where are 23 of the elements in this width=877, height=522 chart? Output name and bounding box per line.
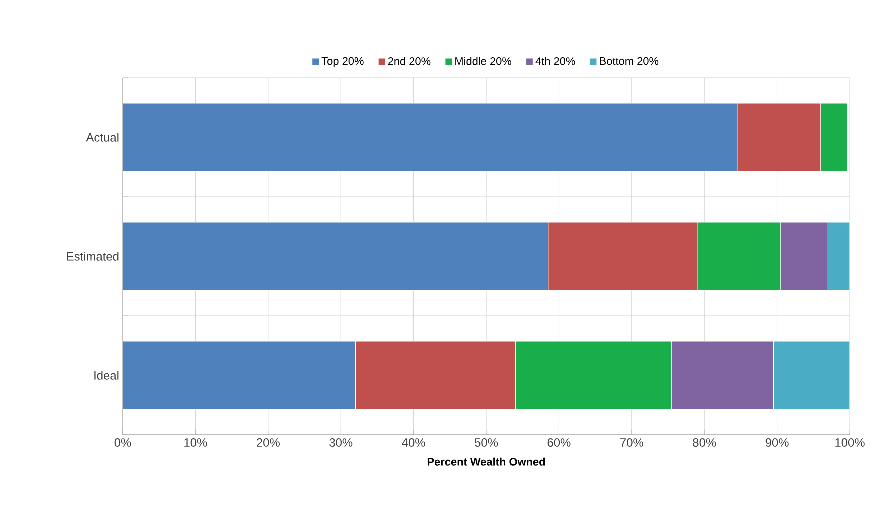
x-tick-label: 60%	[548, 438, 571, 447]
legend-label: Middle 20%	[456, 57, 512, 66]
x-tick-label: 0%	[114, 438, 132, 447]
legend-label: Bottom 20%	[600, 57, 659, 66]
y-tick-label: Actual	[86, 133, 119, 142]
x-tick-label: 50%	[475, 438, 498, 447]
legend-label: 4th 20%	[536, 57, 576, 66]
y-tick-label: Ideal	[94, 371, 119, 380]
bar	[123, 103, 738, 172]
bar	[123, 341, 356, 410]
y-tick-label: Estimated	[67, 252, 119, 261]
legend-label: Top 20%	[322, 57, 364, 68]
x-tick-label: 90%	[766, 438, 789, 447]
bar	[123, 222, 549, 291]
x-tick-label: 100%	[836, 438, 865, 447]
x-tick-label: 40%	[402, 438, 426, 447]
x-axis-title: Percent Wealth Owned	[428, 458, 546, 466]
x-tick-label: 70%	[620, 438, 644, 447]
x-tick-label: 10%	[184, 438, 208, 447]
x-tick-label: 20%	[257, 438, 280, 447]
x-tick-label: 30%	[330, 438, 353, 447]
legend-label: 2nd 20%	[388, 57, 431, 66]
x-tick-label: 80%	[693, 438, 716, 447]
